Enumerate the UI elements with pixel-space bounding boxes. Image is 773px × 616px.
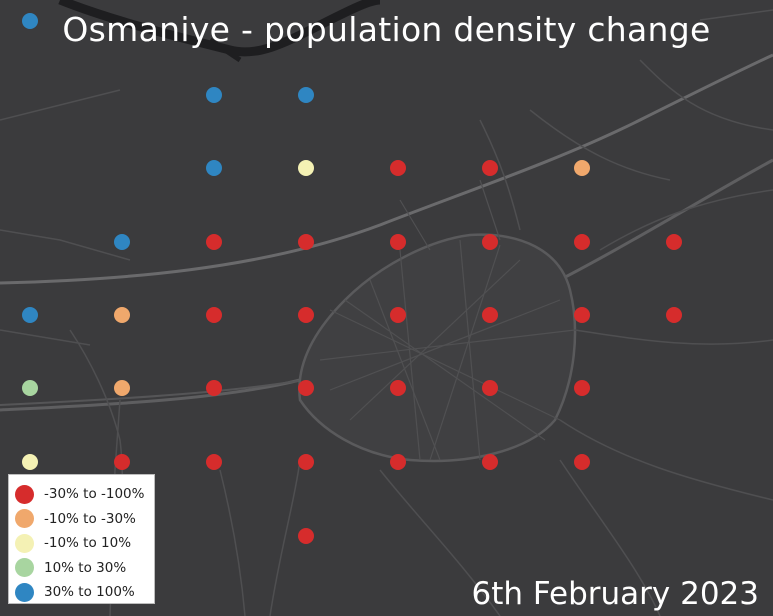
legend-item: -10% to 10% <box>15 531 154 555</box>
density-dot[interactable] <box>114 380 130 396</box>
density-dot[interactable] <box>206 454 222 470</box>
legend-label: 10% to 30% <box>44 559 127 576</box>
density-dot[interactable] <box>482 380 498 396</box>
legend-label: -30% to -100% <box>44 486 145 502</box>
density-dot[interactable] <box>574 234 590 250</box>
legend-swatch-icon <box>15 558 34 577</box>
density-dot[interactable] <box>574 454 590 470</box>
legend-label: 30% to 100% <box>44 584 135 600</box>
legend-label: -10% to -30% <box>44 510 136 527</box>
density-dot[interactable] <box>666 307 682 323</box>
legend-swatch-icon <box>15 509 34 528</box>
density-dot[interactable] <box>206 307 222 323</box>
density-dot[interactable] <box>574 307 590 323</box>
density-dot[interactable] <box>390 380 406 396</box>
density-dot[interactable] <box>206 160 222 176</box>
density-dot[interactable] <box>206 87 222 103</box>
density-dot[interactable] <box>206 234 222 250</box>
density-dot[interactable] <box>114 234 130 250</box>
density-dot[interactable] <box>482 160 498 176</box>
density-dot[interactable] <box>22 13 38 29</box>
density-dot[interactable] <box>206 380 222 396</box>
legend-swatch-icon <box>15 582 34 602</box>
density-dot[interactable] <box>574 160 590 176</box>
legend-item: 30% to 100% <box>15 580 154 604</box>
density-dot[interactable] <box>298 380 314 396</box>
density-dot[interactable] <box>482 307 498 323</box>
legend-swatch-icon <box>15 484 34 504</box>
legend-swatch-icon <box>15 533 34 553</box>
density-dot[interactable] <box>22 454 38 470</box>
density-dot[interactable] <box>114 307 130 323</box>
legend-item: -30% to -100% <box>15 482 154 506</box>
legend: -30% to -100% -10% to -30% -10% to 10% 1… <box>8 474 155 604</box>
density-dot[interactable] <box>298 234 314 250</box>
density-dot[interactable] <box>574 380 590 396</box>
legend-label: -10% to 10% <box>44 535 132 551</box>
density-dot[interactable] <box>22 380 38 396</box>
legend-item: -10% to -30% <box>15 507 154 531</box>
date-label: 6th February 2023 <box>471 576 760 612</box>
density-dot[interactable] <box>298 454 314 470</box>
density-dot[interactable] <box>298 307 314 323</box>
legend-item: 10% to 30% <box>15 556 154 580</box>
density-dot[interactable] <box>390 160 406 176</box>
density-dot[interactable] <box>114 454 130 470</box>
density-dot[interactable] <box>22 307 38 323</box>
density-dot[interactable] <box>298 160 314 176</box>
density-dot[interactable] <box>390 234 406 250</box>
density-dot[interactable] <box>482 454 498 470</box>
density-dot[interactable] <box>482 234 498 250</box>
density-dot[interactable] <box>390 307 406 323</box>
map-title: Osmaniye - population density change <box>62 10 711 49</box>
density-dot[interactable] <box>298 528 314 544</box>
density-dot[interactable] <box>298 87 314 103</box>
density-dot[interactable] <box>390 454 406 470</box>
density-dot[interactable] <box>666 234 682 250</box>
